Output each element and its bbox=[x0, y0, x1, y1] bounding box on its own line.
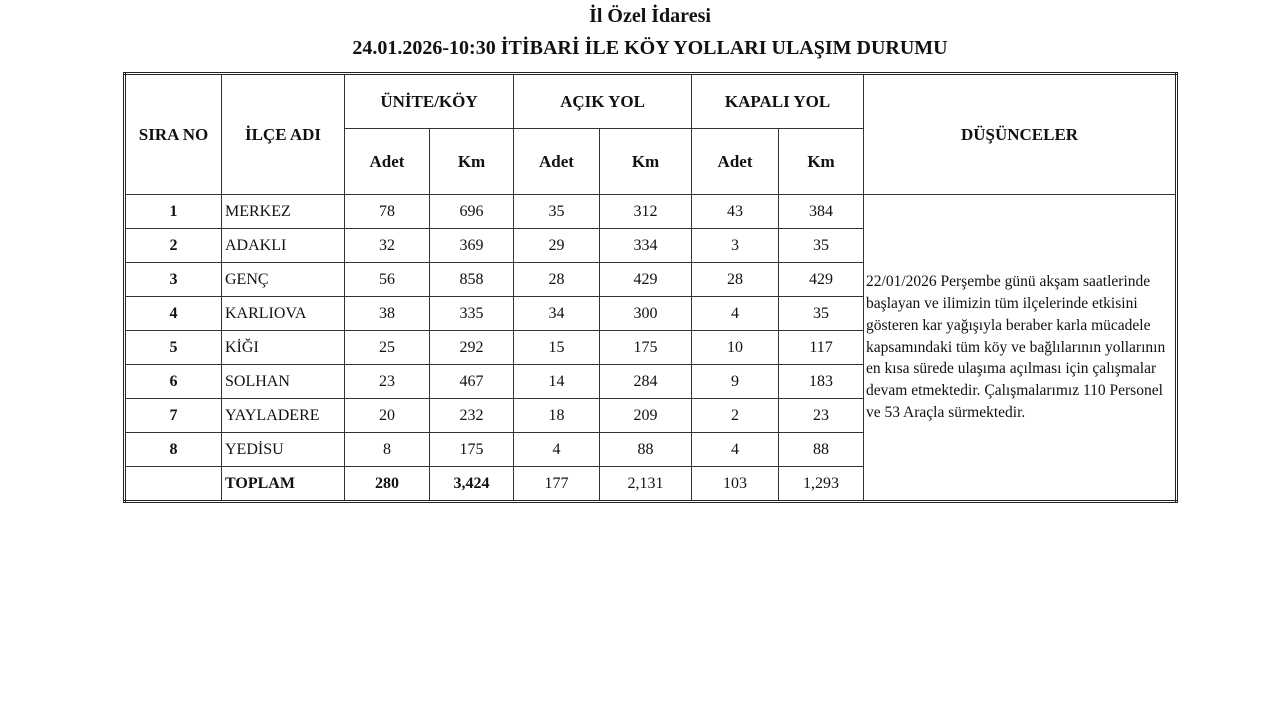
cell-unite-adet: 56 bbox=[344, 262, 430, 297]
cell-acik-adet: 14 bbox=[513, 364, 601, 399]
table-row: 5 KİĞI 25 292 15 175 10 117 bbox=[124, 330, 1177, 365]
cell-sira-no: 4 bbox=[124, 296, 222, 331]
cell-ilce-adi: MERKEZ bbox=[221, 194, 345, 229]
cell-acik-adet: 4 bbox=[513, 432, 601, 467]
cell-unite-adet: 38 bbox=[344, 296, 430, 331]
cell-kapali-adet: 2 bbox=[691, 398, 780, 433]
cell-acik-km: 88 bbox=[599, 432, 693, 467]
cell-unite-km: 467 bbox=[428, 364, 515, 399]
table-row: 6 SOLHAN 23 467 14 284 9 183 bbox=[124, 364, 1177, 399]
cell-kapali-km: 429 bbox=[778, 262, 865, 297]
cell-kapali-adet: 10 bbox=[691, 330, 780, 365]
cell-acik-adet: 34 bbox=[513, 296, 601, 331]
header-km: Km bbox=[428, 128, 515, 195]
table-row: 8 YEDİSU 8 175 4 88 4 88 bbox=[124, 432, 1177, 467]
cell-unite-km: 3,424 bbox=[428, 466, 515, 502]
cell-kapali-adet: 103 bbox=[691, 466, 780, 502]
cell-kapali-km: 117 bbox=[778, 330, 865, 365]
cell-kapali-adet: 43 bbox=[691, 194, 780, 229]
total-row: TOPLAM 280 3,424 177 2,131 103 1,293 bbox=[124, 466, 1177, 502]
cell-ilce-adi: GENÇ bbox=[221, 262, 345, 297]
cell-ilce-adi: YEDİSU bbox=[221, 432, 345, 467]
cell-unite-adet: 20 bbox=[344, 398, 430, 433]
cell-acik-adet: 18 bbox=[513, 398, 601, 433]
cell-sira-no: 8 bbox=[124, 432, 222, 467]
cell-unite-km: 292 bbox=[428, 330, 515, 365]
cell-kapali-km: 88 bbox=[778, 432, 865, 467]
cell-unite-km: 696 bbox=[428, 194, 515, 229]
cell-acik-adet: 29 bbox=[513, 228, 601, 263]
header-acik-yol: AÇIK YOL bbox=[513, 73, 693, 129]
cell-unite-km: 335 bbox=[428, 296, 515, 331]
cell-kapali-adet: 3 bbox=[691, 228, 780, 263]
cell-sira-no: 2 bbox=[124, 228, 222, 263]
cell-sira-no: 5 bbox=[124, 330, 222, 365]
cell-ilce-adi: TOPLAM bbox=[221, 466, 345, 502]
cell-kapali-adet: 28 bbox=[691, 262, 780, 297]
cell-sira-no bbox=[124, 466, 222, 502]
cell-unite-adet: 78 bbox=[344, 194, 430, 229]
cell-ilce-adi: YAYLADERE bbox=[221, 398, 345, 433]
table-row: 7 YAYLADERE 20 232 18 209 2 23 bbox=[124, 398, 1177, 433]
cell-unite-adet: 25 bbox=[344, 330, 430, 365]
cell-acik-km: 334 bbox=[599, 228, 693, 263]
cell-kapali-adet: 4 bbox=[691, 296, 780, 331]
cell-unite-km: 232 bbox=[428, 398, 515, 433]
cell-ilce-adi: SOLHAN bbox=[221, 364, 345, 399]
cell-acik-km: 175 bbox=[599, 330, 693, 365]
organization-name: İl Özel İdaresi bbox=[589, 5, 711, 27]
cell-acik-adet: 28 bbox=[513, 262, 601, 297]
header-ilce-adi: İLÇE ADI bbox=[221, 73, 345, 195]
cell-acik-km: 209 bbox=[599, 398, 693, 433]
cell-acik-km: 2,131 bbox=[599, 466, 693, 502]
cell-acik-adet: 177 bbox=[513, 466, 601, 502]
table-row: 2 ADAKLI 32 369 29 334 3 35 bbox=[124, 228, 1177, 263]
cell-kapali-adet: 9 bbox=[691, 364, 780, 399]
cell-ilce-adi: KARLIOVA bbox=[221, 296, 345, 331]
header-adet: Adet bbox=[513, 128, 601, 195]
cell-unite-km: 175 bbox=[428, 432, 515, 467]
cell-unite-km: 369 bbox=[428, 228, 515, 263]
note-text: 22/01/2026 Perşembe günü akşam saatlerin… bbox=[863, 194, 1177, 502]
cell-unite-km: 858 bbox=[428, 262, 515, 297]
cell-acik-km: 429 bbox=[599, 262, 693, 297]
cell-acik-km: 300 bbox=[599, 296, 693, 331]
cell-sira-no: 6 bbox=[124, 364, 222, 399]
road-status-table: SIRA NO İLÇE ADI ÜNİTE/KÖY AÇIK YOL KAPA… bbox=[123, 72, 1178, 503]
cell-acik-adet: 15 bbox=[513, 330, 601, 365]
cell-ilce-adi: ADAKLI bbox=[221, 228, 345, 263]
cell-unite-adet: 32 bbox=[344, 228, 430, 263]
cell-kapali-adet: 4 bbox=[691, 432, 780, 467]
cell-kapali-km: 35 bbox=[778, 296, 865, 331]
header-unite-koy: ÜNİTE/KÖY bbox=[343, 73, 515, 129]
cell-acik-adet: 35 bbox=[513, 194, 601, 229]
cell-kapali-km: 384 bbox=[778, 194, 865, 229]
cell-kapali-km: 35 bbox=[778, 228, 865, 263]
header-sira-no: SIRA NO bbox=[124, 73, 222, 195]
cell-unite-adet: 280 bbox=[344, 466, 430, 502]
header-kapali-yol: KAPALI YOL bbox=[691, 73, 865, 129]
header-adet: Adet bbox=[691, 128, 780, 195]
table-row: 1 MERKEZ 78 696 35 312 43 384 22/01/2026 Perşemb… bbox=[124, 194, 1177, 502]
cell-kapali-km: 23 bbox=[778, 398, 865, 433]
cell-sira-no: 7 bbox=[124, 398, 222, 433]
table-row: 3 GENÇ 56 858 28 429 28 429 bbox=[124, 262, 1177, 297]
cell-unite-adet: 8 bbox=[344, 432, 430, 467]
cell-sira-no: 3 bbox=[124, 262, 222, 297]
cell-kapali-km: 1,293 bbox=[778, 466, 865, 502]
cell-ilce-adi: KİĞI bbox=[221, 330, 345, 365]
document-title: 24.01.2026-10:30 İTİBARİ İLE KÖY YOLLARI… bbox=[352, 37, 948, 59]
cell-acik-km: 312 bbox=[599, 194, 693, 229]
cell-sira-no: 1 bbox=[124, 194, 222, 229]
header-dusunceler: DÜŞÜNCELER bbox=[863, 73, 1177, 195]
cell-unite-adet: 23 bbox=[344, 364, 430, 399]
cell-kapali-km: 183 bbox=[778, 364, 865, 399]
table-row: 4 KARLIOVA 38 335 34 300 4 35 bbox=[124, 296, 1177, 331]
header-km: Km bbox=[599, 128, 693, 195]
cell-acik-km: 284 bbox=[599, 364, 693, 399]
header-adet: Adet bbox=[344, 128, 430, 195]
header-km: Km bbox=[778, 128, 865, 195]
